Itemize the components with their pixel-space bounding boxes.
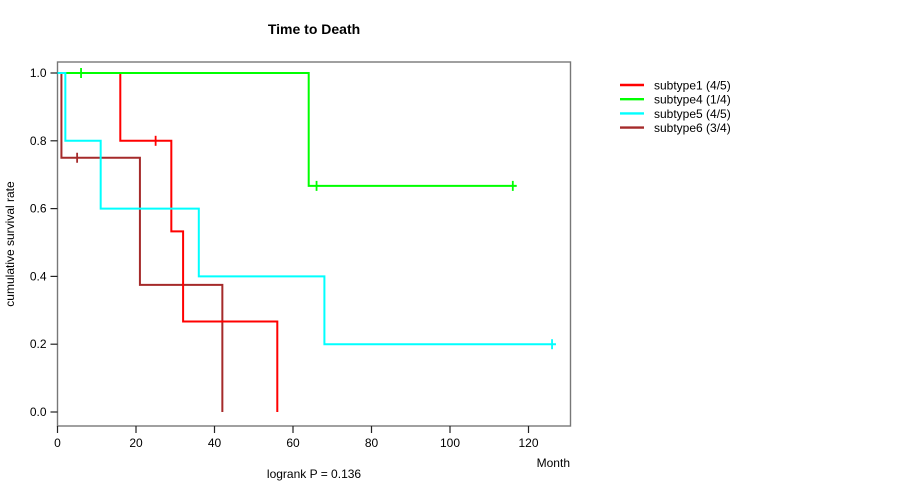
- km-curve-subtype5: [57, 72, 556, 346]
- chart-title: Time to Death: [268, 21, 360, 37]
- y-axis-ticks: 0.0 0.2 0.4 0.6 0.8 1.0: [30, 66, 58, 419]
- x-tick-label: 60: [286, 436, 300, 450]
- y-tick-label: 0.8: [30, 134, 47, 148]
- x-tick-label: 120: [518, 436, 538, 450]
- x-tick-label: 40: [208, 436, 222, 450]
- logrank-annotation: logrank P = 0.136: [267, 467, 362, 481]
- km-curve-subtype1: [57, 72, 279, 412]
- legend: subtype1 (4/5)subtype4 (1/4)subtype5 (4/…: [620, 79, 731, 135]
- y-tick-label: 0.6: [30, 202, 47, 216]
- y-tick-label: 1.0: [30, 66, 47, 80]
- x-tick-label: 20: [129, 436, 143, 450]
- x-axis-ticks: 0 20 40 60 80 100 120: [54, 426, 539, 450]
- legend-label-subtype5: subtype5 (4/5): [654, 107, 731, 121]
- x-axis-label: Month: [537, 456, 570, 470]
- y-tick-label: 0.0: [30, 405, 47, 419]
- survival-curves: [57, 68, 556, 412]
- x-tick-label: 80: [365, 436, 379, 450]
- plot-box: [56, 61, 572, 427]
- y-axis-label: cumulative survival rate: [3, 181, 17, 307]
- legend-label-subtype6: subtype6 (3/4): [654, 121, 731, 135]
- x-tick-label: 100: [440, 436, 460, 450]
- y-tick-label: 0.2: [30, 337, 47, 351]
- legend-label-subtype4: subtype4 (1/4): [654, 93, 731, 107]
- x-tick-label: 0: [54, 436, 61, 450]
- legend-label-subtype1: subtype1 (4/5): [654, 79, 731, 93]
- km-curve-subtype4: [57, 72, 517, 187]
- y-tick-label: 0.4: [30, 269, 47, 283]
